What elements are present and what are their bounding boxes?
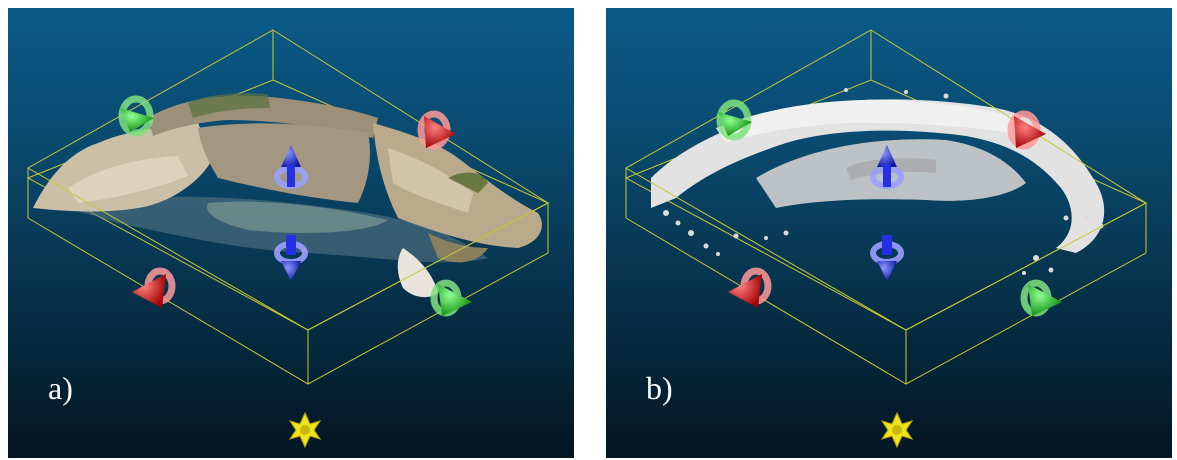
rotate-x-gizmo-icon[interactable] [728,267,772,308]
panel-label: b) [646,370,673,406]
free-transform-gizmo-icon[interactable] [880,411,914,449]
rotate-y-gizmo-icon[interactable] [430,279,472,317]
move-z-gizmo-icon[interactable] [274,145,308,189]
free-transform-gizmo-icon[interactable] [288,411,322,449]
rotate-y-gizmo-icon[interactable] [716,99,752,141]
viewport-a[interactable]: a) [8,8,574,458]
move-z-gizmo-icon[interactable] [274,235,308,281]
viewport-b[interactable]: b) [606,8,1172,458]
move-z-gizmo-icon[interactable] [870,145,904,189]
move-z-gizmo-icon[interactable] [870,235,904,281]
bounding-box-front [624,29,1147,385]
scene-a[interactable] [8,8,574,458]
scene-b[interactable] [606,8,1172,458]
rotate-y-gizmo-icon[interactable] [118,95,154,137]
rotate-x-gizmo-icon[interactable] [417,110,456,150]
bounding-box-front [26,29,549,385]
rotate-x-gizmo-icon[interactable] [1007,110,1046,150]
rotate-y-gizmo-icon[interactable] [1020,279,1062,317]
rotate-x-gizmo-icon[interactable] [132,267,176,308]
panel-label: a) [48,370,73,406]
